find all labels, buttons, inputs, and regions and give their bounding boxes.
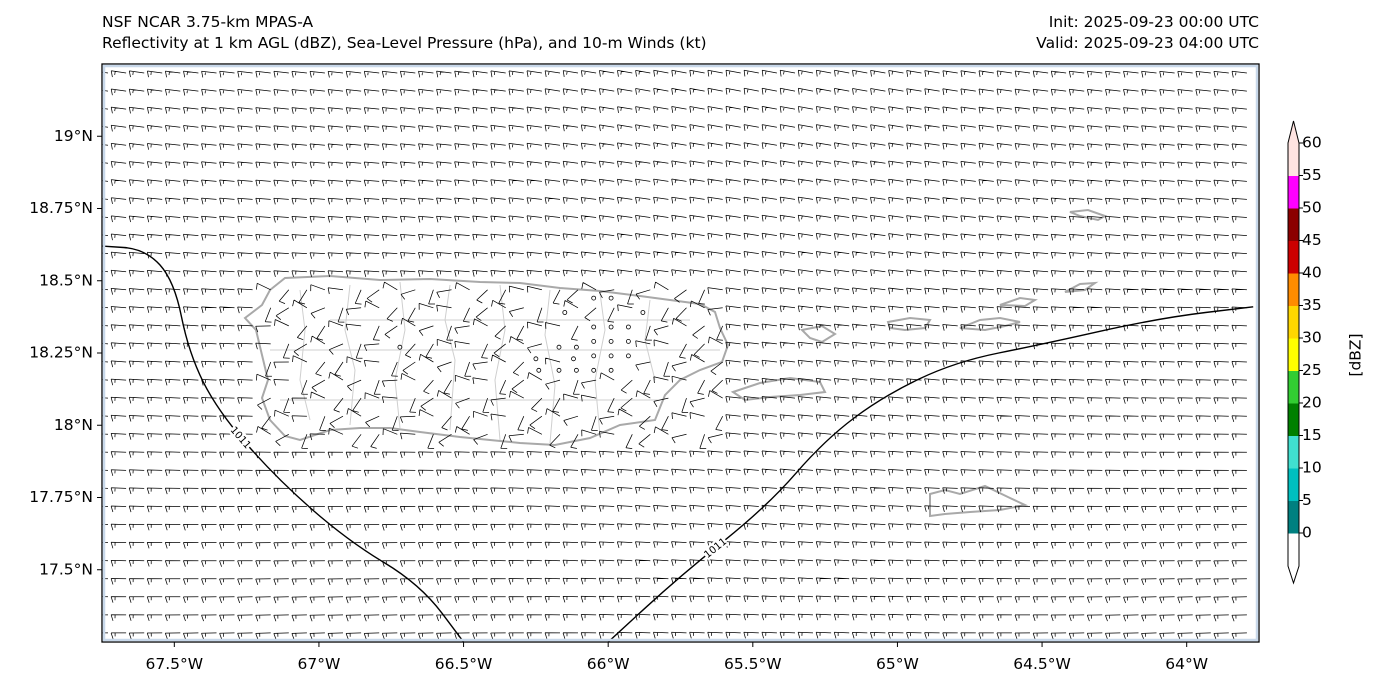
lon-tick-label: 64°W — [1165, 655, 1208, 673]
calm-marker — [591, 353, 597, 359]
map-background — [102, 64, 1259, 642]
isobar-label-bg — [227, 423, 254, 452]
lat-tick-label: 18.25°N — [29, 344, 93, 362]
lat-tick-label: 17.75°N — [29, 488, 93, 506]
calm-marker — [608, 295, 614, 301]
colorbar-swatch — [1288, 500, 1299, 534]
lon-tick-label: 66°W — [587, 655, 630, 673]
lat-tick-label: 17.5°N — [39, 560, 93, 578]
calm-marker — [608, 353, 614, 359]
puerto-rico-coastline — [243, 274, 730, 447]
lat-tick-label: 18.75°N — [29, 199, 93, 217]
calm-marker — [574, 367, 579, 373]
culebra-coastline — [799, 324, 837, 344]
calm-marker — [591, 295, 597, 301]
calm-marker — [608, 338, 614, 344]
calm-marker — [626, 338, 631, 344]
colorbar-tick-label: 25 — [1302, 361, 1322, 379]
lon-tick-label: 65.5°W — [724, 655, 782, 673]
lon-tick-label: 65°W — [876, 655, 919, 673]
colorbar-swatch — [1288, 273, 1299, 306]
calm-marker — [536, 367, 542, 373]
colorbar-tick-label: 40 — [1302, 264, 1322, 282]
colorbar-swatch — [1288, 175, 1299, 209]
colorbar-tick-label: 55 — [1302, 166, 1322, 184]
colorbar-swatch — [1288, 338, 1299, 371]
lon-tick-label: 66.5°W — [435, 655, 493, 673]
calm-marker — [571, 356, 576, 362]
calm-marker — [533, 356, 539, 362]
lon-tick-label: 67°W — [298, 655, 341, 673]
colorbar: 0 5 10 15 20 25 30 35 40 45 50 55 60 [dBZ] — [1287, 120, 1365, 585]
colorbar-swatch — [1288, 403, 1299, 436]
vieques-coastline — [730, 376, 827, 402]
colorbar-extend-low — [1288, 533, 1299, 583]
colorbar-tick-label: 45 — [1302, 231, 1322, 249]
title-left: NSF NCAR 3.75-km MPAS-A Reflectivity at … — [102, 12, 707, 54]
lat-tick-label: 19°N — [54, 127, 93, 145]
wind-barb-field — [102, 69, 1247, 640]
colorbar-outline — [1287, 120, 1300, 585]
map-inner-border — [102, 64, 1259, 642]
colorbar-title: [dBZ] — [1347, 333, 1365, 376]
colorbar-tick-label: 60 — [1302, 134, 1322, 152]
colorbar-swatch — [1288, 468, 1299, 501]
calm-marker — [556, 344, 562, 350]
colorbar-swatch — [1288, 305, 1299, 339]
lat-tick-label: 18.5°N — [39, 271, 93, 289]
latitude-axis: 19°N 18.75°N 18.5°N 18.25°N 18°N 17.75°N 17.5°… — [29, 127, 102, 578]
fields-title: Reflectivity at 1 km AGL (dBZ), Sea-Leve… — [102, 34, 707, 52]
colorbar-tick-label: 30 — [1302, 329, 1322, 347]
colorbar-tick-label: 35 — [1302, 296, 1322, 314]
colorbar-tick-label: 50 — [1302, 199, 1322, 217]
colorbar-extend-high — [1288, 121, 1299, 143]
st-john-tortola-coastline — [959, 281, 1099, 332]
title-right: Init: 2025-09-23 00:00 UTC Valid: 2025-0… — [1036, 12, 1259, 54]
colorbar-swatch — [1288, 208, 1299, 241]
calm-marker — [640, 310, 646, 315]
model-title: NSF NCAR 3.75-km MPAS-A — [102, 13, 314, 31]
calm-marker — [562, 310, 568, 315]
calm-marker — [397, 344, 403, 350]
calm-marker — [591, 367, 597, 373]
st-croix-coastline — [929, 484, 1029, 518]
isobar-line — [607, 306, 1254, 642]
calm-marker — [591, 338, 597, 344]
colorbar-tick-label: 10 — [1302, 459, 1322, 477]
colorbar-swatch — [1288, 143, 1299, 176]
calm-marker — [608, 324, 614, 330]
calm-marker — [556, 367, 562, 373]
colorbar-tick-label: 20 — [1302, 394, 1322, 412]
calm-marker — [626, 353, 631, 359]
isobar-line — [102, 245, 465, 642]
wind-barbs — [102, 69, 1247, 640]
colorbar-swatch — [1288, 370, 1299, 404]
isobar-label-bg — [701, 534, 730, 561]
colorbar-swatch — [1288, 240, 1299, 274]
calm-marker — [591, 324, 597, 330]
st-thomas-coastline — [886, 316, 932, 332]
lon-tick-label: 67.5°W — [146, 655, 204, 673]
colorbar-tick-label: 15 — [1302, 426, 1322, 444]
colorbar-swatch — [1288, 435, 1299, 469]
valid-time: Valid: 2025-09-23 04:00 UTC — [1036, 34, 1259, 52]
longitude-axis: 67.5°W 67°W 66.5°W 66°W 65.5°W 65°W 64.5°W 64°W — [146, 642, 1208, 673]
anegada-coastline — [1069, 208, 1108, 222]
calm-wind-markers — [397, 295, 646, 373]
lat-tick-label: 18°N — [54, 416, 93, 434]
colorbar-tick-label: 0 — [1302, 524, 1312, 542]
coastlines — [243, 208, 1108, 518]
calm-marker — [626, 324, 631, 330]
calm-marker — [574, 344, 579, 350]
init-time: Init: 2025-09-23 00:00 UTC — [1048, 13, 1259, 31]
calm-marker — [608, 367, 614, 373]
lon-tick-label: 64.5°W — [1013, 655, 1071, 673]
colorbar-tick-label: 5 — [1302, 491, 1312, 509]
